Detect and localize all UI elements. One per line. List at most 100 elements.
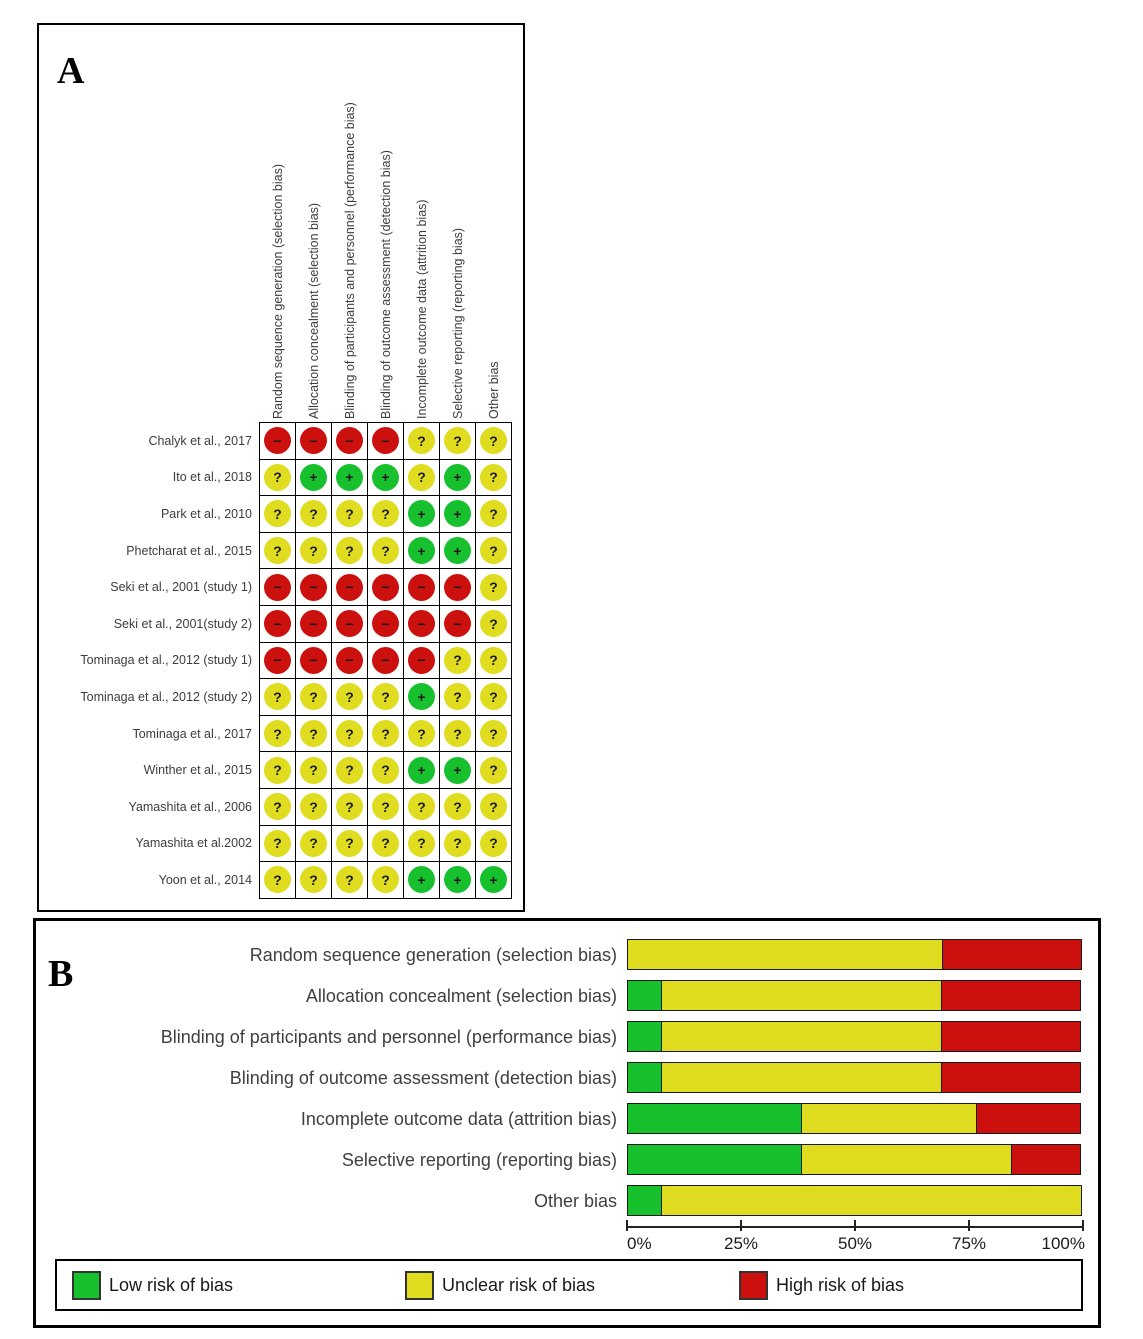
judgement-cell: ? [440, 715, 475, 752]
judgement-cell: ? [296, 825, 331, 862]
high-risk-circle-icon: − [408, 610, 435, 638]
judgement-cell: + [440, 752, 475, 788]
judgement-cell: ? [296, 496, 331, 532]
unclear-risk-circle-icon: ? [336, 683, 363, 711]
judgement-cell: + [368, 459, 403, 496]
x-axis-tick [968, 1220, 970, 1231]
judgement-cell: ? [440, 679, 475, 715]
judgement-cell: ? [296, 752, 331, 788]
study-label: Phetcharat et al., 2015 [126, 543, 252, 558]
judgement-cell: + [476, 862, 511, 898]
unclear-risk-circle-icon: ? [264, 720, 291, 748]
unclear-risk-segment [661, 1185, 1082, 1216]
low-risk-circle-icon: + [336, 463, 363, 491]
bar-category-label: Random sequence generation (selection bi… [249, 944, 617, 965]
unclear-risk-circle-icon: ? [480, 537, 507, 565]
low-risk-circle-icon: + [408, 537, 435, 565]
judgement-cell: ? [476, 605, 511, 642]
judgement-cell: + [440, 496, 475, 532]
judgement-cell: − [260, 605, 295, 642]
judgement-cell: ? [260, 459, 295, 496]
high-risk-circle-icon: − [372, 646, 399, 674]
judgement-cell: ? [368, 679, 403, 715]
low-risk-segment [627, 980, 663, 1011]
panel-b-title: B [48, 953, 74, 995]
unclear-risk-circle-icon: ? [444, 646, 471, 674]
judgement-cell: ? [476, 459, 511, 496]
high-risk-segment [941, 939, 1082, 970]
low-risk-segment [627, 1144, 803, 1175]
judgement-cell: ? [332, 679, 367, 715]
unclear-risk-circle-icon: ? [264, 500, 291, 528]
judgement-cell: ? [296, 679, 331, 715]
legend-label: Low risk of bias [109, 1275, 234, 1295]
judgement-cell: − [296, 569, 331, 605]
x-axis-tick-label: 0% [627, 1234, 652, 1253]
unclear-risk-circle-icon: ? [408, 793, 435, 821]
study-label: Tominaga et al., 2017 [132, 726, 252, 741]
judgement-cell: − [332, 423, 367, 459]
judgement-cell: ? [332, 825, 367, 862]
unclear-risk-circle-icon: ? [264, 463, 291, 491]
study-label: Yoon et al., 2014 [158, 873, 252, 887]
low-risk-segment [627, 1185, 663, 1216]
judgement-cell: ? [476, 532, 511, 569]
judgement-cell: ? [260, 496, 295, 532]
high-risk-circle-icon: − [264, 427, 291, 455]
bar-category-label: Incomplete outcome data (attrition bias) [300, 1108, 617, 1129]
study-label: Winther et al., 2015 [143, 763, 252, 778]
high-risk-segment [975, 1103, 1081, 1134]
judgement-cell: ? [476, 423, 511, 459]
x-axis-tick-label: 100% [1041, 1234, 1085, 1253]
judgement-cell: − [368, 423, 403, 459]
judgement-cell: + [404, 532, 439, 569]
panel-a-title: A [57, 50, 85, 92]
judgement-cell: − [332, 569, 367, 605]
bias-domain-header: Random sequence generation (selection bi… [270, 163, 285, 419]
unclear-risk-segment [801, 1144, 1012, 1175]
unclear-risk-circle-icon: ? [444, 427, 471, 455]
x-axis-tick [854, 1220, 856, 1231]
unclear-risk-circle-icon: ? [372, 829, 399, 857]
judgement-cell: ? [296, 532, 331, 569]
judgement-cell: ? [368, 862, 403, 898]
judgement-cell: − [296, 605, 331, 642]
judgement-cell: − [368, 605, 403, 642]
stacked-bar [627, 1103, 1083, 1134]
judgement-cell: ? [476, 569, 511, 605]
judgement-cell: ? [440, 788, 475, 825]
high-risk-circle-icon: − [336, 573, 363, 601]
judgement-cell: ? [440, 642, 475, 679]
bar-category-label: Blinding of outcome assessment (detectio… [229, 1067, 617, 1088]
judgement-cell: − [296, 423, 331, 459]
judgement-cell: ? [476, 752, 511, 788]
high-risk-circle-icon: − [300, 646, 327, 674]
legend-box [55, 1259, 1083, 1311]
unclear-risk-circle-icon: ? [300, 793, 327, 821]
low-risk-circle-icon: + [480, 866, 507, 894]
low-risk-segment [627, 1103, 803, 1134]
judgement-cell: − [332, 642, 367, 679]
unclear-risk-circle-icon: ? [408, 463, 435, 491]
unclear-risk-circle-icon: ? [372, 720, 399, 748]
judgement-cell: − [404, 605, 439, 642]
low-risk-segment [627, 1021, 663, 1052]
unclear-risk-circle-icon: ? [300, 500, 327, 528]
x-axis-tick-label: 25% [723, 1234, 759, 1253]
unclear-risk-segment [661, 1021, 942, 1052]
unclear-risk-circle-icon: ? [480, 500, 507, 528]
unclear-risk-circle-icon: ? [264, 756, 291, 784]
stacked-bar [627, 1144, 1083, 1175]
high-risk-circle-icon: − [336, 427, 363, 455]
judgement-cell: − [440, 605, 475, 642]
unclear-risk-circle-icon: ? [336, 793, 363, 821]
judgement-cell: + [404, 496, 439, 532]
judgement-cell: + [440, 862, 475, 898]
judgement-cell: + [296, 459, 331, 496]
x-axis-tick [1082, 1220, 1084, 1231]
unclear-risk-circle-icon: ? [300, 720, 327, 748]
judgement-cell: ? [440, 825, 475, 862]
judgement-cell: ? [368, 532, 403, 569]
stacked-bar [627, 1185, 1083, 1216]
high-risk-circle-icon: − [264, 646, 291, 674]
